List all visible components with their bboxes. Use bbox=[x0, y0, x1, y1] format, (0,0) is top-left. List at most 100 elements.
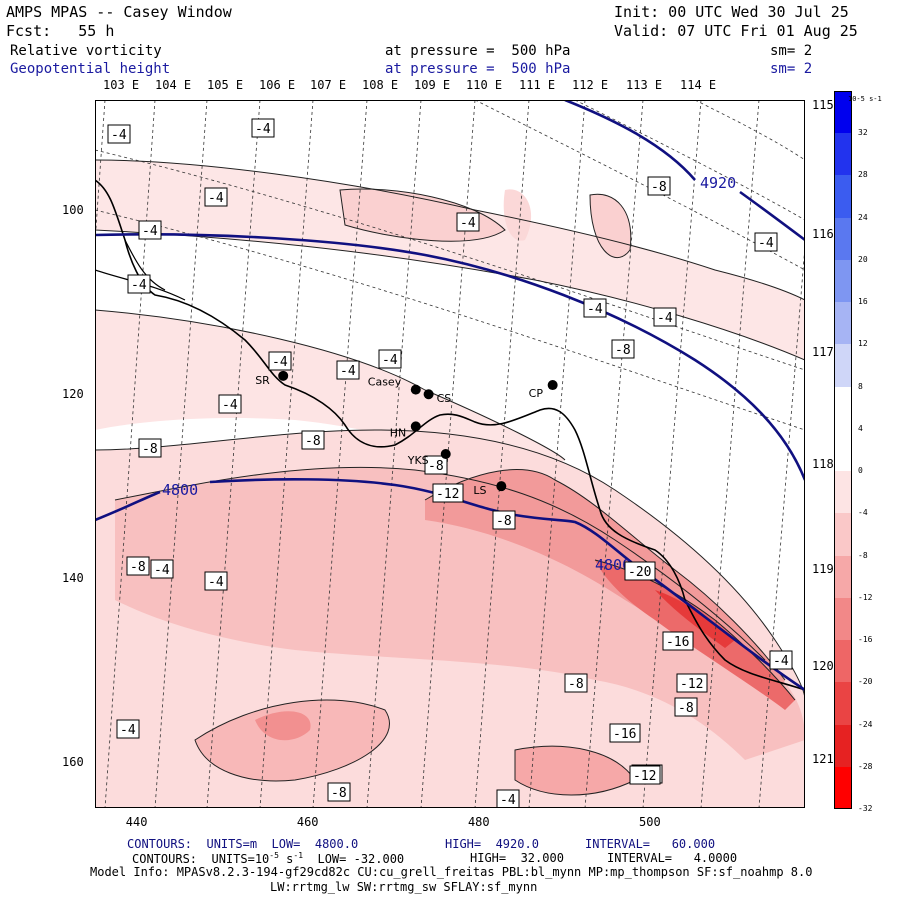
svg-text:-8: -8 bbox=[331, 786, 347, 801]
vorticity-label: -8 bbox=[492, 510, 516, 530]
station-marker bbox=[547, 380, 558, 391]
colorbar-swatch bbox=[834, 91, 852, 134]
colorbar-swatch bbox=[834, 259, 852, 303]
svg-text:-12: -12 bbox=[436, 487, 459, 502]
colorbar-swatch bbox=[834, 133, 852, 176]
vorticity-contour-interval: INTERVAL= 4.0000 bbox=[607, 851, 738, 865]
x-tick-label: 500 bbox=[639, 815, 661, 829]
colorbar-label: -4 bbox=[858, 508, 868, 518]
colorbar-units: 10-5 s-1 bbox=[848, 95, 882, 103]
colorbar-swatch bbox=[834, 555, 852, 599]
stations: SR Casey CS HN CP YKS LS bbox=[255, 370, 558, 497]
colorbar-swatch bbox=[834, 513, 852, 557]
colorbar-swatch bbox=[834, 682, 852, 726]
coastline bbox=[95, 179, 805, 691]
vorticity-label: -4 bbox=[268, 351, 292, 371]
x-tick-label: 480 bbox=[467, 815, 490, 829]
longitude-label: 111 E bbox=[519, 78, 556, 92]
station-label: SR bbox=[255, 374, 270, 387]
colorbar-swatch bbox=[834, 386, 852, 430]
station-cs: CS bbox=[423, 389, 451, 405]
colorbar-label: -16 bbox=[858, 635, 873, 645]
svg-text:-4: -4 bbox=[222, 398, 238, 413]
vorticity-label: -4 bbox=[218, 394, 242, 414]
svg-text:-4: -4 bbox=[111, 128, 127, 143]
station-casey: Casey bbox=[368, 376, 421, 395]
vorticity-label: -8 bbox=[301, 430, 325, 450]
station-marker bbox=[496, 481, 507, 492]
vorticity-label: -20 bbox=[624, 561, 656, 581]
svg-text:-4: -4 bbox=[208, 575, 224, 590]
station-marker bbox=[278, 370, 289, 381]
svg-text:-4: -4 bbox=[587, 302, 603, 317]
vorticity-fill-blob-2 bbox=[590, 194, 631, 258]
forecast-hour: Fcst: 55 h bbox=[6, 22, 115, 40]
vorticity-fill-band-main-2 bbox=[115, 467, 805, 760]
colorbar-swatch bbox=[834, 640, 852, 683]
svg-text:-8: -8 bbox=[678, 701, 694, 716]
station-ls: LS bbox=[473, 481, 507, 497]
vorticity-label: -4 bbox=[107, 124, 131, 144]
colorbar-label: 0 bbox=[858, 466, 863, 476]
vorticity-label: -4 bbox=[769, 650, 793, 670]
station-sr: SR bbox=[255, 370, 289, 387]
height-contour-interval: INTERVAL= 60.000 bbox=[585, 837, 716, 851]
vorticity-fill-core-2 bbox=[595, 560, 795, 710]
svg-text:-4: -4 bbox=[208, 191, 224, 206]
y-tick-label: 100 bbox=[62, 203, 84, 218]
vorticity-label: -8 bbox=[424, 455, 448, 475]
vorticity-label: -8 bbox=[611, 339, 635, 359]
colorbar-label: 28 bbox=[858, 170, 868, 180]
vorticity-label: -8 bbox=[674, 697, 698, 717]
valid-time: Valid: 07 UTC Fri 01 Aug 25 bbox=[614, 22, 858, 40]
height-label-4800-west: 4800 bbox=[162, 481, 198, 499]
model-info-radiation: LW:rrtmg_lw SW:rrtmg_sw SFLAY:sf_mynn bbox=[270, 880, 538, 894]
svg-text:-8: -8 bbox=[428, 459, 444, 474]
vorticity-label: -4 bbox=[116, 719, 140, 739]
colorbar-label: 8 bbox=[858, 381, 863, 391]
vorticity-label: -12 bbox=[432, 483, 464, 503]
height-contour-high: HIGH= 4920.0 bbox=[445, 837, 539, 851]
colorbar-swatch bbox=[834, 428, 852, 472]
y-tick-label: 160 bbox=[62, 755, 84, 770]
vorticity-fill-south-1 bbox=[195, 700, 390, 781]
station-hn: HN bbox=[390, 421, 421, 439]
vorticity-label: -4 bbox=[653, 307, 677, 327]
colorbar-label: -12 bbox=[858, 592, 873, 602]
vorticity-label: -8 bbox=[564, 673, 588, 693]
longitude-label: 103 E bbox=[103, 78, 140, 92]
station-yks: YKS bbox=[407, 449, 451, 467]
field1-level: at pressure = 500 hPa bbox=[385, 43, 571, 59]
svg-text:-4: -4 bbox=[758, 236, 774, 251]
svg-text:-4: -4 bbox=[272, 355, 288, 370]
svg-text:-8: -8 bbox=[568, 677, 584, 692]
height-label-4800-east: 4800 bbox=[595, 556, 631, 574]
station-cp: CP bbox=[529, 380, 558, 400]
colorbar-swatch bbox=[834, 471, 852, 514]
vorticity-label: -4 bbox=[138, 220, 162, 240]
longitude-label: 110 E bbox=[466, 78, 503, 92]
height-contour-4800 bbox=[95, 477, 805, 692]
colorbar-label: 24 bbox=[858, 212, 868, 222]
svg-text:-4: -4 bbox=[382, 353, 398, 368]
svg-text:-12: -12 bbox=[680, 677, 703, 692]
svg-text:-8: -8 bbox=[615, 343, 631, 358]
station-marker bbox=[410, 421, 421, 432]
vorticity-fill-blob-3 bbox=[503, 189, 532, 241]
field1-smoothing: sm= 2 bbox=[770, 43, 813, 59]
vorticity-label: -12 bbox=[629, 765, 661, 785]
colorbar-label: -28 bbox=[858, 761, 873, 771]
colorbar-label: 20 bbox=[858, 254, 868, 264]
station-marker bbox=[410, 384, 421, 395]
svg-text:-8: -8 bbox=[130, 560, 146, 575]
longitude-label: 104 E bbox=[155, 78, 192, 92]
svg-text:-4: -4 bbox=[773, 654, 789, 669]
y-tick-label: 120 bbox=[62, 387, 84, 402]
svg-text:-8: -8 bbox=[142, 442, 158, 457]
svg-text:-4: -4 bbox=[500, 793, 516, 808]
svg-text:-4: -4 bbox=[120, 723, 136, 738]
y-tick-label: 140 bbox=[62, 571, 84, 586]
svg-text:-4: -4 bbox=[255, 122, 271, 137]
colorbar-label: -8 bbox=[858, 550, 868, 560]
colorbar-frame bbox=[834, 91, 852, 809]
